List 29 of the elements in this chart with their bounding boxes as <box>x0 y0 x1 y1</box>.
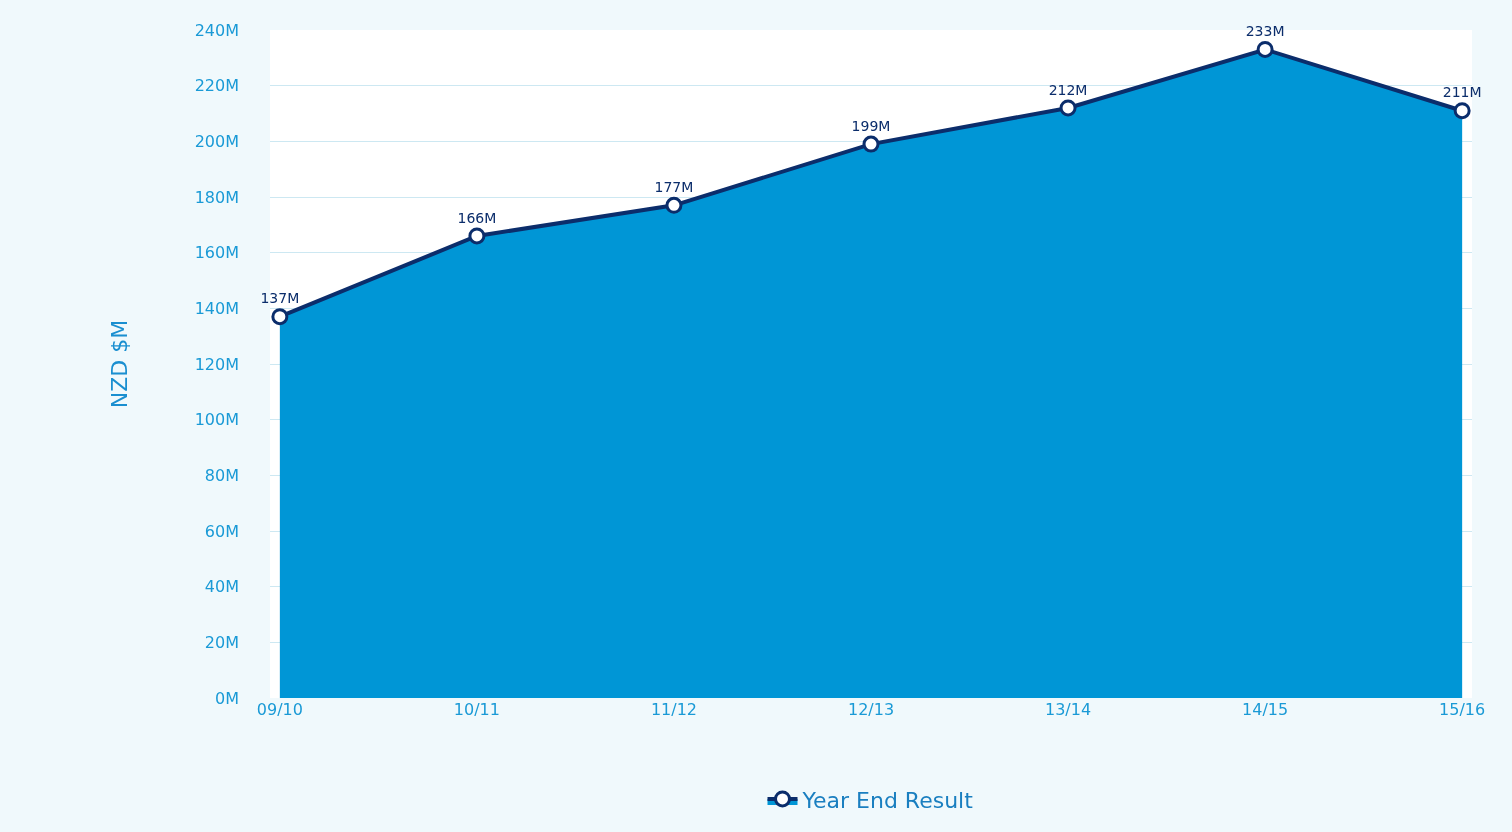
data-label: 233M <box>1245 23 1285 40</box>
data-label: 166M <box>457 209 497 226</box>
y-tick-label: 160M <box>194 243 239 263</box>
x-tick-label: 14/15 <box>1242 700 1289 719</box>
x-tick-label: 09/10 <box>256 700 303 719</box>
data-label: 137M <box>260 290 300 307</box>
y-tick-label: 200M <box>194 131 239 151</box>
y-tick-label: 0M <box>215 688 239 708</box>
y-tick-label: 240M <box>194 20 239 40</box>
y-tick-label: 220M <box>194 76 239 96</box>
x-tick-label: 15/16 <box>1439 700 1486 719</box>
x-tick-label: 13/14 <box>1045 700 1092 719</box>
x-tick-label: 11/12 <box>650 700 697 719</box>
y-tick-label: 60M <box>204 521 239 541</box>
data-label: 212M <box>1048 81 1088 98</box>
y-tick-label: 20M <box>204 632 239 652</box>
y-tick-label: 120M <box>194 354 239 374</box>
y-axis-title: NZD $M <box>107 319 133 409</box>
data-label: 199M <box>851 117 891 134</box>
x-tick-label: 12/13 <box>847 700 895 719</box>
y-tick-label: 180M <box>194 187 239 207</box>
y-tick-label: 140M <box>194 298 239 318</box>
x-tick-label: 10/11 <box>453 700 500 719</box>
data-label: 177M <box>654 179 694 196</box>
y-tick-label: 40M <box>204 577 239 597</box>
legend-label: Year End Result <box>801 787 974 813</box>
y-tick-label: 100M <box>194 410 239 430</box>
data-label: 211M <box>1442 84 1482 101</box>
y-tick-label: 80M <box>204 465 239 485</box>
